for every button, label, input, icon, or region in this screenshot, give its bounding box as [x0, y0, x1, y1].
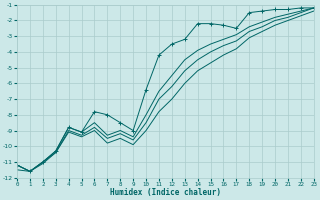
X-axis label: Humidex (Indice chaleur): Humidex (Indice chaleur) — [110, 188, 221, 197]
